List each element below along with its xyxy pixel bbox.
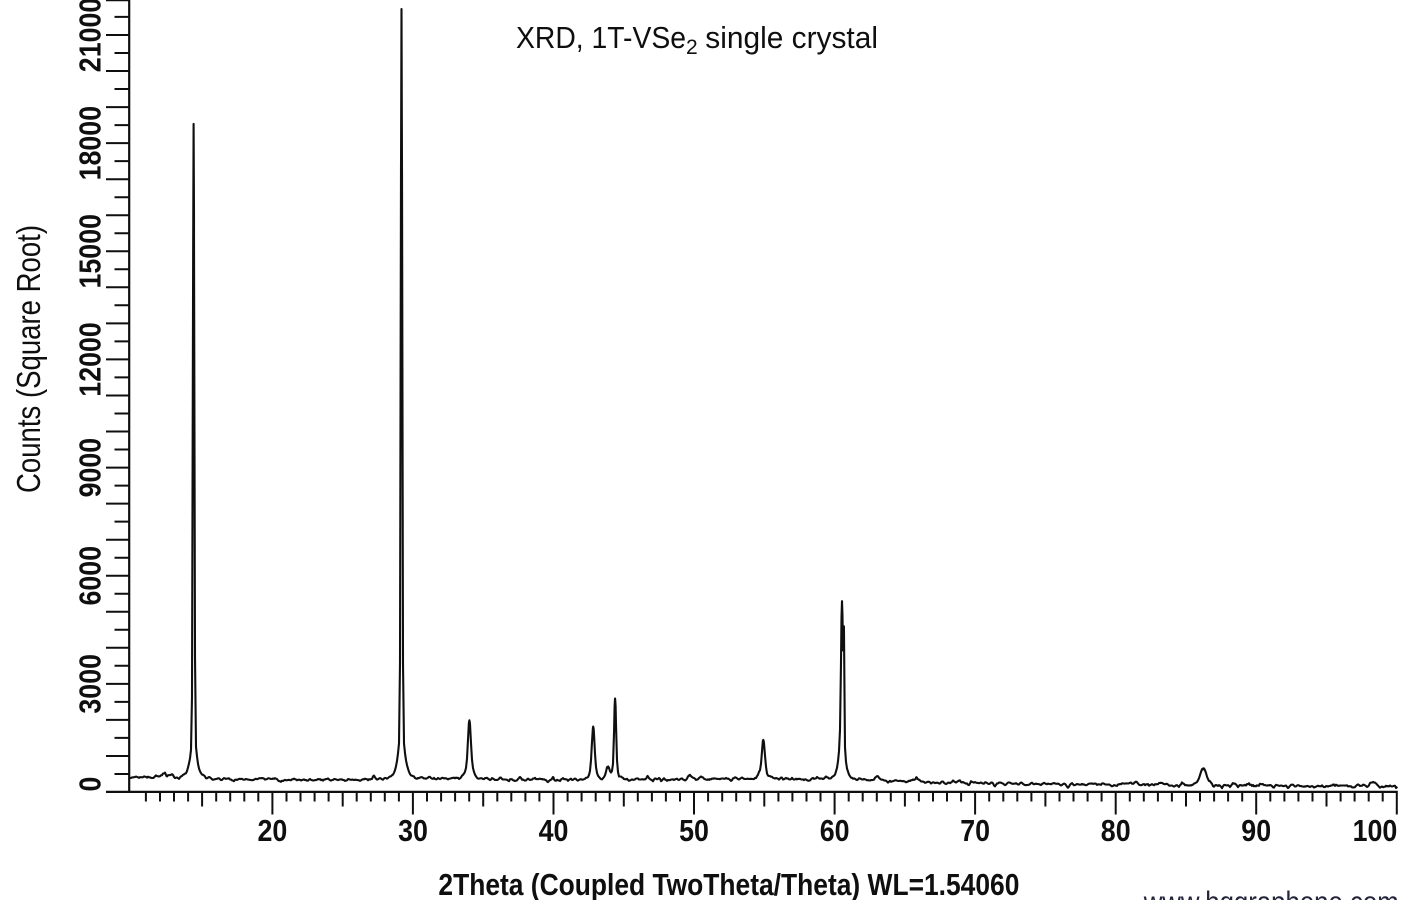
svg-text:6000: 6000 <box>73 546 108 606</box>
svg-text:20: 20 <box>258 813 288 848</box>
svg-text:3000: 3000 <box>73 654 108 714</box>
svg-text:60: 60 <box>820 813 850 848</box>
svg-text:XRD, 1T-VSe: XRD, 1T-VSe <box>516 20 686 55</box>
svg-text:9000: 9000 <box>73 438 108 498</box>
svg-text:40: 40 <box>539 813 569 848</box>
svg-text:2Theta (Coupled TwoTheta/Theta: 2Theta (Coupled TwoTheta/Theta) WL=1.540… <box>438 867 1019 900</box>
svg-text:100: 100 <box>1353 813 1398 848</box>
svg-text:2: 2 <box>686 36 698 59</box>
svg-text:30: 30 <box>398 813 428 848</box>
svg-text:50: 50 <box>679 813 709 848</box>
svg-text:15000: 15000 <box>73 214 108 289</box>
svg-text:www.hqgraphene.com: www.hqgraphene.com <box>1143 886 1399 900</box>
svg-text:80: 80 <box>1101 813 1131 848</box>
svg-text:90: 90 <box>1241 813 1271 848</box>
svg-text:18000: 18000 <box>73 106 108 181</box>
svg-text:21000: 21000 <box>73 0 108 72</box>
svg-text:single crystal: single crystal <box>697 20 878 55</box>
svg-text:70: 70 <box>960 813 990 848</box>
svg-text:0: 0 <box>73 777 108 792</box>
svg-text:12000: 12000 <box>73 322 108 397</box>
svg-text:Counts (Square Root): Counts (Square Root) <box>10 225 47 493</box>
